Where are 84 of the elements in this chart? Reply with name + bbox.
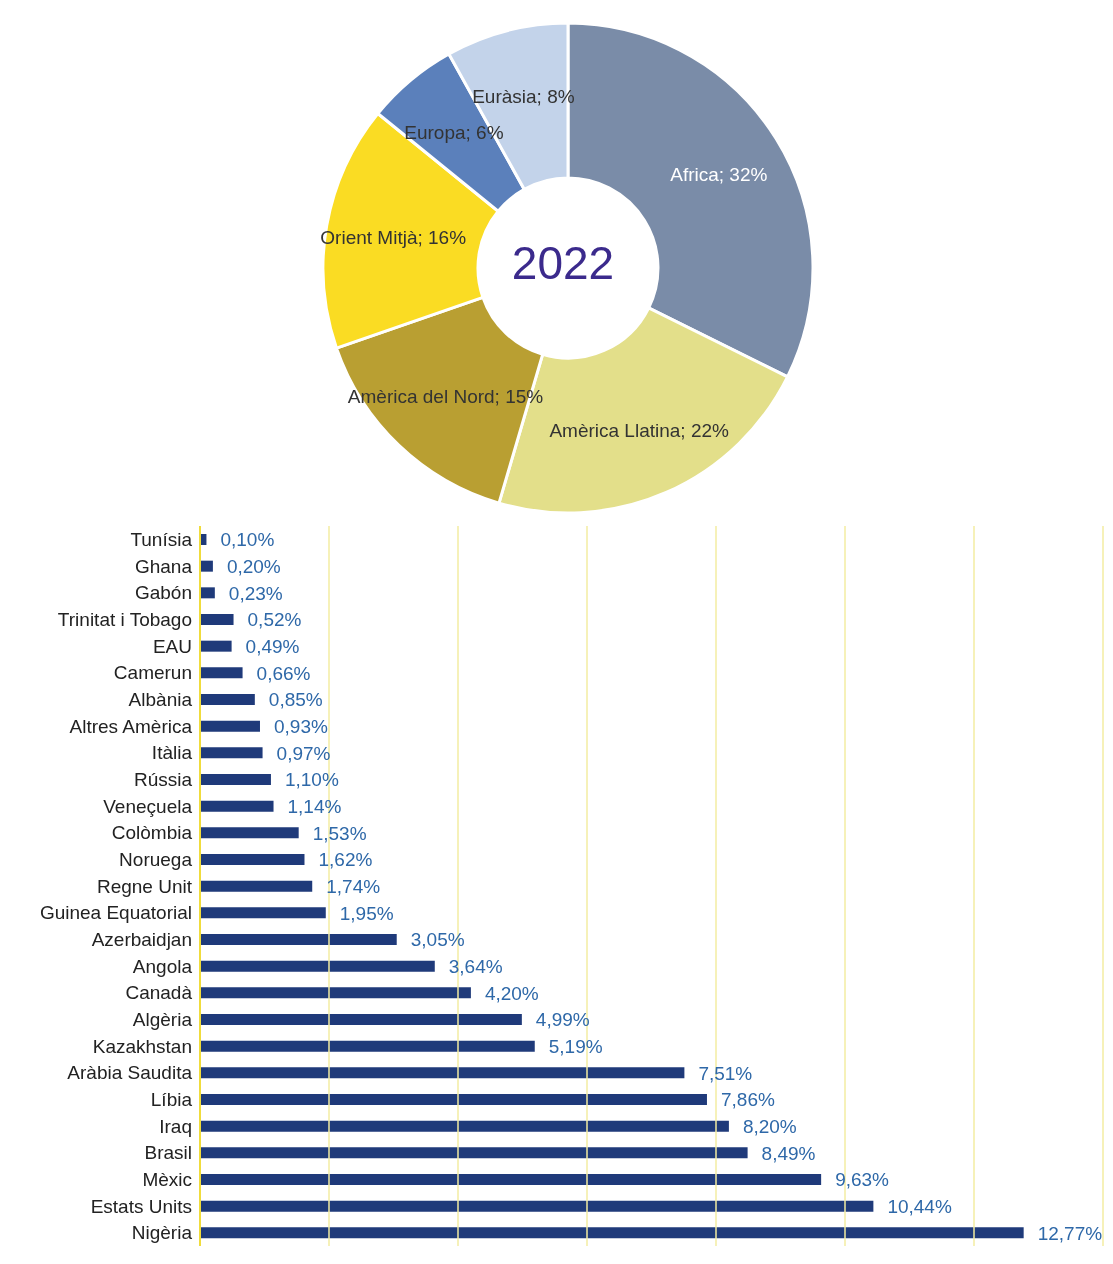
bar: [200, 1120, 729, 1132]
data-label: 4,99%: [535, 1009, 590, 1031]
y-tick-label: Angola: [132, 955, 193, 977]
y-tick-label: Guinea Equatorial: [39, 902, 192, 924]
y-tick-label: Nigèria: [131, 1222, 193, 1244]
data-label: 0,20%: [226, 555, 281, 577]
y-tick-label: Ghana: [134, 555, 193, 577]
data-label: 4,20%: [484, 982, 539, 1004]
bar: [200, 694, 255, 705]
y-tick-label: Canadà: [125, 982, 193, 1004]
data-label: 0,49%: [245, 635, 300, 657]
bar: [200, 1067, 685, 1079]
data-label: 0,66%: [256, 662, 311, 684]
bar: [200, 560, 213, 572]
bar: [200, 587, 215, 599]
data-label: 7,86%: [720, 1089, 775, 1111]
bar: [200, 800, 274, 812]
y-tick-label: Estats Units: [90, 1195, 192, 1217]
bar: [200, 1200, 874, 1212]
y-tick-label: Líbia: [150, 1089, 193, 1111]
bar: [200, 987, 471, 999]
data-label: 8,20%: [742, 1115, 797, 1137]
bar: [200, 1227, 1024, 1239]
data-label: 5,19%: [548, 1035, 603, 1057]
bar: [200, 720, 260, 732]
data-label: 1,53%: [312, 822, 367, 844]
data-label: 7,51%: [698, 1062, 753, 1084]
bar: [200, 827, 299, 839]
data-label: 3,05%: [410, 929, 465, 951]
slice-label: Africa; 32%: [670, 164, 768, 186]
y-tick-label: Aràbia Saudita: [67, 1062, 193, 1084]
data-label: 0,52%: [247, 609, 302, 631]
bar: [200, 640, 232, 652]
bar: [200, 614, 234, 625]
slice-label: Amèrica Llatina; 22%: [549, 420, 730, 442]
y-tick-label: Trinitat i Tobago: [57, 609, 192, 631]
bar: [200, 854, 305, 865]
data-label: 0,93%: [273, 715, 328, 737]
data-label: 0,10%: [220, 529, 275, 551]
bar: [200, 907, 326, 919]
data-label: 1,62%: [318, 849, 373, 871]
y-tick-label: Albània: [128, 689, 193, 711]
bar: [200, 1174, 822, 1185]
data-label: 1,95%: [339, 902, 394, 924]
data-label: 1,14%: [287, 795, 342, 817]
y-tick-label: Kazakhstan: [92, 1035, 192, 1057]
bar: [200, 667, 243, 679]
y-tick-label: Veneçuela: [103, 795, 193, 817]
data-label: 0,85%: [268, 689, 323, 711]
bar: [200, 774, 271, 785]
bar: [200, 1040, 535, 1052]
bar: [200, 747, 263, 759]
bar: [200, 934, 397, 945]
data-label: 1,74%: [326, 875, 381, 897]
y-tick-label: Camerun: [113, 662, 192, 684]
y-tick-label: Algèria: [132, 1009, 193, 1031]
y-tick-label: Mèxic: [142, 1169, 192, 1191]
data-label: 12,77%: [1037, 1222, 1103, 1244]
bar: [200, 960, 435, 972]
bar: [200, 880, 313, 892]
y-tick-label: Tunísia: [130, 529, 193, 551]
y-tick-label: Itàlia: [151, 742, 193, 764]
y-tick-label: Gabón: [134, 582, 192, 604]
data-label: 9,63%: [835, 1169, 890, 1191]
y-tick-label: Regne Unit: [96, 875, 193, 897]
data-label: 10,44%: [887, 1195, 952, 1217]
bar: [200, 1014, 522, 1025]
slice-label: Euràsia; 8%: [472, 85, 575, 107]
text: 2022: [511, 237, 615, 289]
data-label: 1,10%: [284, 769, 339, 791]
bar: [200, 1094, 707, 1105]
bar: [200, 1147, 748, 1159]
y-tick-label: Rússia: [133, 769, 193, 791]
y-tick-label: Noruega: [119, 849, 193, 871]
data-label: 8,49%: [761, 1142, 816, 1164]
y-tick-label: Iraq: [159, 1115, 192, 1137]
data-label: 3,64%: [448, 955, 503, 977]
y-tick-label: Brasil: [144, 1142, 192, 1164]
y-tick-label: Azerbaidjan: [91, 929, 192, 951]
y-tick-label: Altres Amèrica: [69, 715, 193, 737]
y-tick-label: Colòmbia: [111, 822, 193, 844]
data-label: 0,97%: [276, 742, 331, 764]
y-tick-label: EAU: [152, 635, 192, 657]
data-label: 0,23%: [228, 582, 283, 604]
